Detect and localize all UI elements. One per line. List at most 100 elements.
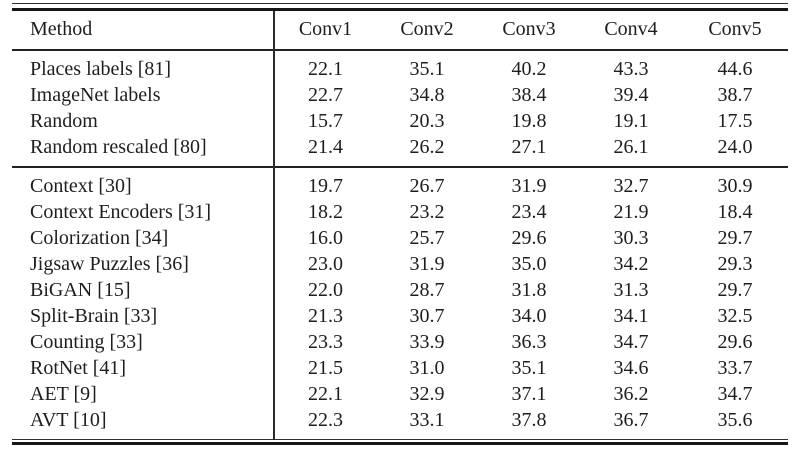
value-cell: 26.2: [409, 136, 445, 158]
value-cell: 23.2: [409, 201, 445, 223]
value-cell: 28.7: [409, 279, 445, 301]
value-cell: 36.7: [613, 409, 649, 431]
col-header-conv5: Conv5: [708, 18, 762, 40]
table-row: Context Encoders [31] 18.2 23.2 23.4 21.9 18.…: [12, 199, 788, 225]
value-cell: 34.6: [613, 357, 649, 379]
value-cell: 29.6: [717, 331, 753, 353]
value-cell: 34.2: [613, 253, 649, 275]
value-cell: 34.1: [613, 305, 649, 327]
value-cell: 37.1: [511, 383, 547, 405]
value-cell: 22.1: [308, 383, 343, 405]
table-row: Random 15.7 20.3 19.8 19.1 17.5: [12, 108, 788, 134]
value-cell: 23.4: [511, 201, 547, 223]
results-table: Method Conv1 Conv2 Conv3 Conv4 Conv5 Pla…: [12, 8, 788, 440]
method-cell: RotNet [41]: [12, 355, 275, 381]
table-row: Context [30] 19.7 26.7 31.9 32.7 30.9: [12, 167, 788, 199]
value-cell: 32.9: [409, 383, 445, 405]
value-cell: 18.2: [308, 201, 343, 223]
value-cell: 16.0: [308, 227, 343, 249]
method-cell: Colorization [34]: [12, 225, 275, 251]
value-cell: 33.7: [717, 357, 753, 379]
value-cell: 31.8: [511, 279, 547, 301]
method-cell: Context [30]: [12, 167, 275, 199]
value-cell: 39.4: [613, 84, 649, 106]
value-cell: 21.5: [308, 357, 343, 379]
table-row: RotNet [41] 21.5 31.0 35.1 34.6 33.7: [12, 355, 788, 381]
method-cell: ImageNet labels: [12, 82, 275, 108]
value-cell: 21.3: [308, 305, 343, 327]
results-table-figure: Method Conv1 Conv2 Conv3 Conv4 Conv5 Pla…: [10, 3, 790, 445]
table-row: ImageNet labels 22.7 34.8 38.4 39.4 38.7: [12, 82, 788, 108]
value-cell: 37.8: [511, 409, 547, 431]
value-cell: 22.0: [308, 279, 343, 301]
value-cell: 20.3: [409, 110, 445, 132]
value-cell: 29.7: [717, 227, 753, 249]
value-cell: 19.8: [511, 110, 547, 132]
value-cell: 30.7: [409, 305, 445, 327]
value-cell: 35.1: [409, 58, 445, 80]
baseline-rows: Places labels [81] 22.1 35.1 40.2 43.3 44.6 Im…: [12, 50, 788, 167]
table-row: Places labels [81] 22.1 35.1 40.2 43.3 44.6: [12, 50, 788, 82]
col-header-conv3: Conv3: [502, 18, 556, 40]
self-supervised-rows: Context [30] 19.7 26.7 31.9 32.7 30.9 Context …: [12, 167, 788, 440]
value-cell: 34.7: [613, 331, 649, 353]
value-cell: 22.7: [308, 84, 343, 106]
value-cell: 36.2: [613, 383, 649, 405]
value-cell: 40.2: [511, 58, 547, 80]
value-cell: 24.0: [717, 136, 753, 158]
value-cell: 23.0: [308, 253, 343, 275]
value-cell: 17.5: [717, 110, 753, 132]
value-cell: 21.4: [308, 136, 343, 158]
value-cell: 35.6: [717, 409, 753, 431]
value-cell: 36.3: [511, 331, 547, 353]
method-cell: Context Encoders [31]: [12, 199, 275, 225]
table-row: Split-Brain [33] 21.3 30.7 34.0 34.1 32.5: [12, 303, 788, 329]
table-row: AVT [10] 22.3 33.1 37.8 36.7 35.6: [12, 407, 788, 440]
value-cell: 31.9: [409, 253, 445, 275]
col-header-conv1: Conv1: [298, 18, 353, 40]
value-cell: 15.7: [308, 110, 343, 132]
value-cell: 35.1: [511, 357, 547, 379]
value-cell: 38.7: [717, 84, 753, 106]
value-cell: 22.3: [308, 409, 343, 431]
method-cell: AET [9]: [12, 381, 275, 407]
value-cell: 34.0: [511, 305, 547, 327]
table-row: Counting [33] 23.3 33.9 36.3 34.7 29.6: [12, 329, 788, 355]
value-cell: 32.5: [717, 305, 753, 327]
col-header-conv4: Conv4: [604, 18, 658, 40]
value-cell: 21.9: [613, 201, 649, 223]
value-cell: 26.1: [613, 136, 649, 158]
col-header-method: Method: [12, 9, 275, 50]
value-cell: 19.1: [613, 110, 649, 132]
table-row: Random rescaled [80] 21.4 26.2 27.1 26.1 24.0: [12, 134, 788, 167]
bottom-thick-rule: [12, 442, 788, 445]
value-cell: 19.7: [308, 175, 343, 197]
value-cell: 30.9: [717, 175, 753, 197]
value-cell: 34.7: [717, 383, 753, 405]
value-cell: 31.3: [613, 279, 649, 301]
value-cell: 35.0: [511, 253, 547, 275]
value-cell: 18.4: [717, 201, 753, 223]
value-cell: 44.6: [717, 58, 753, 80]
value-cell: 26.7: [409, 175, 445, 197]
value-cell: 33.9: [409, 331, 445, 353]
top-thin-rule: [12, 3, 788, 4]
method-cell: Places labels [81]: [12, 50, 275, 82]
value-cell: 27.1: [511, 136, 547, 158]
value-cell: 29.7: [717, 279, 753, 301]
value-cell: 25.7: [409, 227, 445, 249]
method-cell: Random: [12, 108, 275, 134]
value-cell: 31.9: [511, 175, 547, 197]
method-cell: BiGAN [15]: [12, 277, 275, 303]
value-cell: 43.3: [613, 58, 649, 80]
value-cell: 33.1: [409, 409, 445, 431]
method-cell: Random rescaled [80]: [12, 134, 275, 167]
method-cell: AVT [10]: [12, 407, 275, 440]
value-cell: 30.3: [613, 227, 649, 249]
value-cell: 29.6: [511, 227, 547, 249]
value-cell: 32.7: [613, 175, 649, 197]
value-cell: 31.0: [409, 357, 445, 379]
table-row: Jigsaw Puzzles [36] 23.0 31.9 35.0 34.2 29.3: [12, 251, 788, 277]
value-cell: 23.3: [308, 331, 343, 353]
